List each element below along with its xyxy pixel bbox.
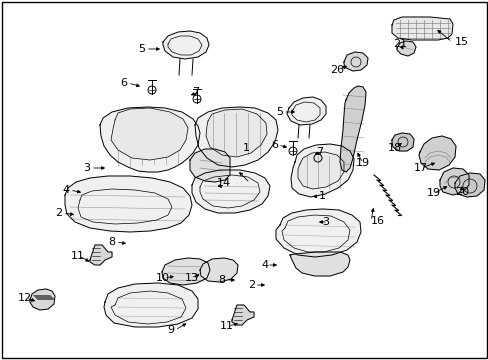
Text: 20: 20 [329,65,344,75]
Text: 17: 17 [413,163,427,173]
Polygon shape [439,168,468,195]
Text: 6: 6 [270,140,278,150]
Text: 7: 7 [192,87,199,97]
Polygon shape [190,149,229,182]
Text: 9: 9 [167,325,174,335]
Polygon shape [200,258,238,282]
Text: 18: 18 [387,143,401,153]
Text: 12: 12 [18,293,32,303]
Polygon shape [339,86,365,172]
Polygon shape [104,283,198,327]
Polygon shape [192,170,269,213]
Text: 4: 4 [261,260,267,270]
Text: 20: 20 [454,187,468,197]
Text: 7: 7 [315,147,323,157]
Text: 21: 21 [392,39,407,49]
Text: 6: 6 [120,78,127,88]
Polygon shape [111,108,187,160]
Polygon shape [396,41,415,56]
Text: 3: 3 [321,217,328,227]
Text: 11: 11 [220,321,234,331]
Polygon shape [286,97,325,125]
Polygon shape [297,152,343,189]
Text: 13: 13 [184,273,199,283]
Text: 11: 11 [71,251,85,261]
Text: 16: 16 [370,216,384,226]
Text: 19: 19 [426,188,440,198]
Polygon shape [275,209,360,257]
Polygon shape [391,17,452,40]
Polygon shape [100,107,200,172]
Polygon shape [65,176,192,232]
Text: 10: 10 [156,273,170,283]
Text: 1: 1 [318,191,325,201]
Text: 5: 5 [275,107,283,117]
Text: 19: 19 [355,158,369,168]
Text: 8: 8 [108,237,115,247]
Polygon shape [90,245,112,265]
Polygon shape [343,52,367,71]
Text: 4: 4 [62,185,69,195]
Text: 2: 2 [247,280,255,290]
Polygon shape [418,136,455,170]
Polygon shape [290,144,353,197]
Text: 5: 5 [138,44,145,54]
Text: 15: 15 [454,37,468,47]
Text: 8: 8 [218,275,224,285]
Text: 14: 14 [217,178,231,188]
Polygon shape [231,305,253,325]
Text: 2: 2 [55,208,62,218]
Polygon shape [454,173,484,197]
Text: 1: 1 [243,143,249,153]
Polygon shape [163,31,208,59]
Polygon shape [30,289,55,310]
Text: 3: 3 [83,163,90,173]
Polygon shape [162,258,209,285]
Polygon shape [289,252,349,276]
Polygon shape [391,133,413,151]
Polygon shape [195,107,278,167]
Polygon shape [205,109,266,157]
